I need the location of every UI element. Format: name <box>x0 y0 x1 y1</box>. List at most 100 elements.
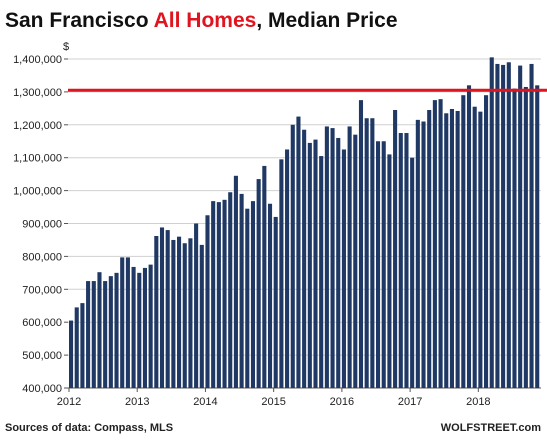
bar <box>108 276 113 388</box>
x-tick-label: 2013 <box>125 396 149 408</box>
bar <box>267 203 273 388</box>
chart-title: San Francisco All Homes, Median Price <box>5 9 398 32</box>
bar <box>222 199 227 388</box>
y-axis-label: $ <box>63 41 69 53</box>
brand-label: WOLFSTREET.com <box>441 422 541 434</box>
bars <box>69 57 540 389</box>
bar <box>506 62 511 388</box>
bar <box>364 118 369 388</box>
x-tick-label: 2017 <box>398 396 422 408</box>
bar <box>194 223 199 388</box>
y-ticks: 400,000 500,000 600,000 700,000 800,000 900,0… <box>13 54 68 395</box>
bar <box>375 141 381 388</box>
y-tick-label: 800,000 <box>22 251 62 263</box>
bar <box>535 85 540 388</box>
bar <box>199 244 204 388</box>
bar <box>159 227 165 388</box>
bar <box>472 106 477 388</box>
bar <box>393 109 398 389</box>
bar <box>148 264 153 388</box>
y-tick-label: 1,200,000 <box>13 120 62 132</box>
source-note: Sources of data: Compass, MLS <box>5 422 173 434</box>
bar <box>256 179 261 388</box>
bar <box>177 236 182 388</box>
bar <box>182 243 187 388</box>
bar <box>512 88 517 389</box>
bar <box>188 238 193 388</box>
bar <box>228 192 233 388</box>
bar <box>307 142 312 388</box>
bar <box>302 129 307 389</box>
bar <box>103 281 108 388</box>
bar <box>137 272 142 388</box>
bar <box>80 303 85 388</box>
bar <box>86 281 91 388</box>
bar <box>489 57 494 388</box>
bar <box>165 230 170 388</box>
bar <box>324 126 329 388</box>
bar <box>290 124 295 389</box>
y-tick-label: 500,000 <box>22 350 62 362</box>
bar <box>262 165 267 388</box>
bar <box>74 307 79 388</box>
bar <box>171 239 176 388</box>
bar <box>279 159 284 388</box>
bar <box>410 157 415 388</box>
y-tick-label: 400,000 <box>22 383 62 395</box>
bar <box>529 63 534 389</box>
bar <box>273 216 278 388</box>
bar <box>154 236 159 388</box>
bar <box>142 267 147 388</box>
bar <box>239 193 244 388</box>
bar <box>97 272 102 388</box>
y-tick-label: 900,000 <box>22 219 62 231</box>
bar <box>398 133 403 388</box>
bar <box>250 201 256 388</box>
bar <box>341 149 346 388</box>
bar <box>421 121 426 388</box>
bar <box>211 201 216 388</box>
bar <box>205 215 210 388</box>
bar <box>358 100 364 388</box>
bar <box>518 65 523 388</box>
bar <box>449 109 454 389</box>
bar <box>285 149 290 388</box>
bar <box>387 154 392 388</box>
x-tick-label: 2016 <box>330 396 354 408</box>
x-ticks: 2012 2013 2014 2015 2016 2017 2018 <box>57 388 491 408</box>
y-tick-label: 1,300,000 <box>13 87 62 99</box>
bar <box>347 126 352 388</box>
bar <box>478 111 483 388</box>
y-tick-label: 600,000 <box>22 317 62 329</box>
bar <box>91 281 96 388</box>
x-tick-label: 2015 <box>261 396 285 408</box>
x-tick-label: 2018 <box>466 396 490 408</box>
bar <box>336 137 341 388</box>
bar <box>432 100 437 388</box>
x-tick-label: 2014 <box>193 396 217 408</box>
bar <box>245 208 250 388</box>
bar <box>125 257 130 388</box>
bar <box>501 64 506 388</box>
bar <box>319 156 324 388</box>
bar <box>461 95 466 388</box>
bar <box>381 141 386 388</box>
y-tick-label: 1,400,000 <box>13 54 62 66</box>
bar <box>296 116 301 388</box>
y-tick-label: 700,000 <box>22 284 62 296</box>
bar <box>69 320 74 388</box>
y-tick-label: 1,000,000 <box>13 186 62 198</box>
bar <box>330 128 335 388</box>
bar <box>415 119 420 389</box>
bar <box>466 85 472 388</box>
bar <box>495 63 500 389</box>
bar <box>484 95 489 388</box>
y-tick-label: 1,100,000 <box>13 153 62 165</box>
bar <box>404 133 409 388</box>
bar <box>120 257 125 388</box>
bar <box>131 266 136 388</box>
bar <box>444 113 449 388</box>
x-tick-label: 2012 <box>57 396 81 408</box>
bar <box>523 86 528 388</box>
